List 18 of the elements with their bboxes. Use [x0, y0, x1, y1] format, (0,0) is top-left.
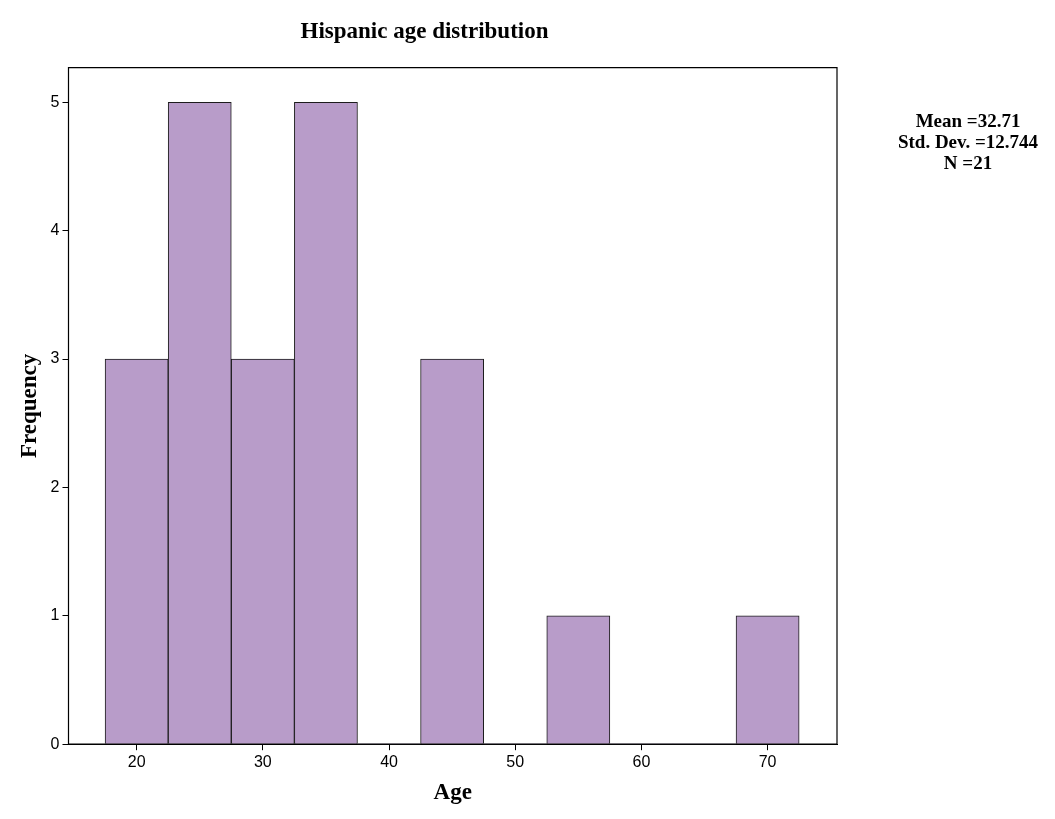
x-tick-label: 20 [127, 753, 146, 771]
x-tick-label: 50 [506, 753, 525, 771]
y-axis-title: Frequency [15, 353, 41, 459]
x-tick-label: 60 [632, 753, 651, 771]
y-tick-label: 1 [50, 606, 60, 624]
y-tick-label: 3 [50, 349, 60, 367]
x-tick-label: 40 [380, 753, 399, 771]
y-tick-label: 4 [50, 221, 60, 239]
text: Std. Dev. =12.744 [897, 131, 1039, 153]
text: Mean =32.71 [915, 110, 1021, 132]
chart-title: Hispanic age distribution [300, 17, 549, 43]
text: N =21 [943, 152, 993, 174]
y-tick-label: 5 [50, 92, 60, 110]
x-axis-title: Age [433, 779, 472, 805]
x-tick-label: 30 [253, 753, 272, 771]
y-tick-label: 2 [50, 477, 60, 495]
x-tick-label: 70 [758, 753, 777, 771]
y-tick-label: 0 [50, 734, 60, 752]
